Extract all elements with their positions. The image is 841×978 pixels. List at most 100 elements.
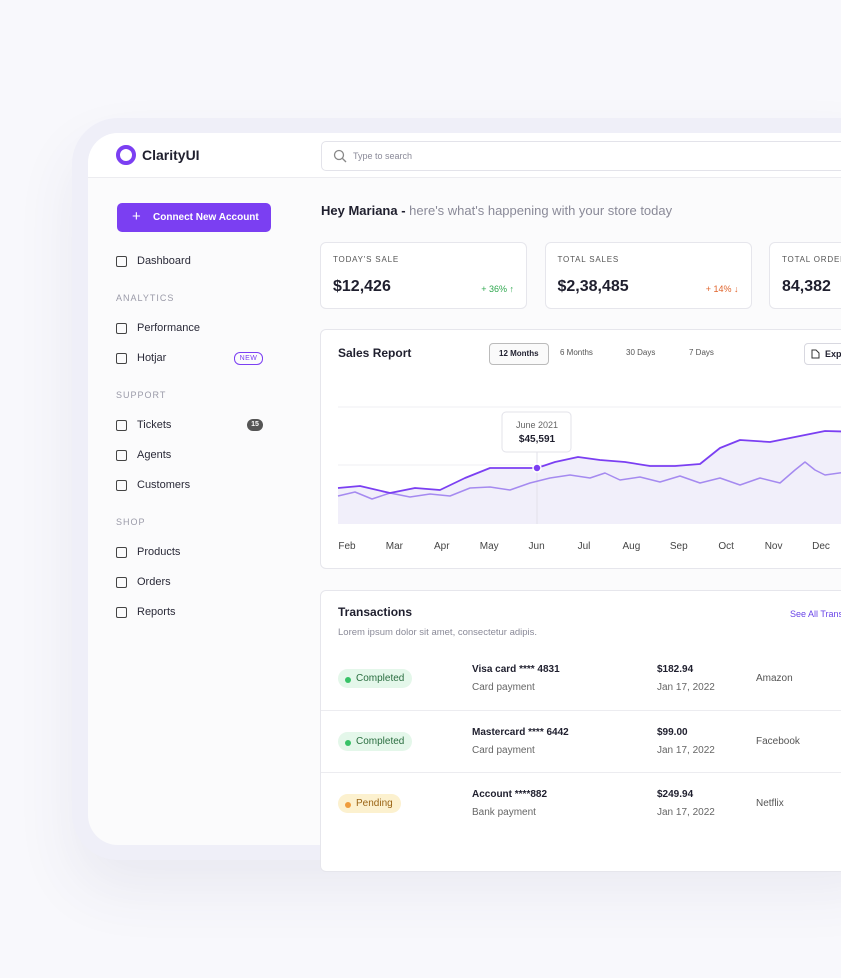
payment-type: Card payment: [472, 745, 535, 756]
stat-value: $12,426: [333, 278, 391, 295]
greeting-text: here's what's happening with your store …: [409, 203, 673, 218]
hover-point: [532, 463, 542, 473]
date: Jan 17, 2022: [657, 807, 715, 818]
nav-icon: [116, 256, 127, 267]
transactions-subtitle: Lorem ipsum dolor sit amet, consectetur …: [338, 627, 538, 638]
search-box[interactable]: Type to search: [321, 141, 841, 171]
nav-item[interactable]: Agents: [137, 449, 172, 461]
nav-icon: [116, 450, 127, 461]
status-dot: [345, 802, 351, 808]
see-all-link[interactable]: See All Transactions: [790, 609, 841, 619]
nav-item[interactable]: Customers: [137, 479, 191, 491]
x-axis-label: Apr: [434, 541, 450, 552]
payment-type: Card payment: [472, 682, 535, 693]
status-label: Pending: [356, 798, 393, 809]
nav-icon: [116, 420, 127, 431]
status-pill: Completed: [338, 669, 413, 688]
nav-icon: [116, 577, 127, 588]
stat-card: TOTAL ORDERS 84,382: [769, 242, 841, 309]
stat-value: $2,38,485: [557, 278, 629, 295]
stat-change: + 36% ↑: [481, 284, 514, 294]
nav-icon: [116, 480, 127, 491]
nav-section-title: SUPPORT: [116, 390, 167, 400]
period-tab[interactable]: 7 Days: [689, 348, 714, 357]
nav-icon: [116, 547, 127, 558]
x-axis-label: May: [480, 541, 499, 552]
export-button[interactable]: Export: [804, 343, 841, 365]
transactions-card: Transactions Lorem ipsum dolor sit amet,…: [320, 590, 841, 872]
export-icon: [811, 349, 820, 359]
stat-card: TODAY'S SALE $12,426 + 36% ↑: [320, 242, 527, 309]
sales-chart: June 2021 $45,591 Feb Mar Apr May Jun Jul Aug S…: [337, 406, 841, 552]
line-secondary: [337, 461, 841, 500]
button-label: Connect New Account: [153, 212, 259, 223]
nav-item[interactable]: Orders: [137, 576, 171, 588]
stat-change: + 14% ↓: [705, 284, 739, 294]
nav-icon: [116, 607, 127, 618]
x-axis-label: Jun: [529, 541, 545, 552]
x-axis-label: Feb: [338, 541, 356, 552]
amount: $249.94: [657, 789, 694, 800]
period-tab[interactable]: 30 Days: [626, 348, 656, 357]
stat-label: TODAY'S SALE: [333, 255, 399, 264]
nav-item[interactable]: Tickets: [137, 419, 172, 431]
greeting: Hey Mariana - here's what's happening wi…: [321, 203, 672, 218]
nav-item[interactable]: Products: [137, 546, 181, 558]
payment-method: Visa card **** 4831: [472, 664, 560, 675]
search-placeholder: Type to search: [353, 151, 413, 161]
sales-report-card: June 2021 $45,591 Feb Mar Apr May Jun Jul Aug S…: [320, 329, 841, 569]
line-primary: [337, 430, 841, 494]
payment-method: Mastercard **** 6442: [472, 727, 569, 738]
amount: $182.94: [657, 664, 694, 675]
date: Jan 17, 2022: [657, 682, 715, 693]
nav-badge: 15: [247, 419, 263, 431]
nav-icon: [116, 353, 127, 364]
amount: $99.00: [657, 727, 688, 738]
report-title: Sales Report: [338, 346, 412, 360]
status-pill: Completed: [338, 732, 413, 751]
x-axis-label: Sep: [670, 541, 688, 552]
search-icon: [333, 149, 347, 163]
nav-item[interactable]: Dashboard: [137, 255, 191, 267]
x-axis-label: Oct: [718, 541, 734, 552]
merchant: Netflix: [756, 798, 784, 809]
plus-icon: +: [132, 208, 141, 225]
x-axis-label: Nov: [765, 541, 783, 552]
period-tab[interactable]: 12 Months: [489, 343, 549, 365]
stat-card: TOTAL SALES $2,38,485 + 14% ↓: [544, 242, 752, 309]
stat-label: TOTAL ORDERS: [782, 255, 841, 264]
greeting-name: Hey Mariana -: [321, 203, 406, 218]
x-axis-label: Mar: [386, 541, 404, 552]
status-pill: Pending: [338, 794, 401, 813]
status-dot: [345, 740, 351, 746]
nav-section-title: SHOP: [116, 517, 146, 527]
tooltip-date: June 2021: [516, 420, 558, 430]
transaction-row: Pending Account ****882 Bank payment $249.9…: [321, 772, 841, 835]
x-axis-label: Dec: [812, 541, 830, 552]
nav-item[interactable]: Performance: [137, 322, 200, 334]
x-axis-label: Aug: [623, 541, 641, 552]
nav-item[interactable]: Reports: [137, 606, 176, 618]
period-tab[interactable]: 6 Months: [560, 348, 593, 357]
connect-button[interactable]: + Connect New Account: [117, 203, 271, 232]
export-label: Export: [825, 349, 841, 359]
payment-type: Bank payment: [472, 807, 536, 818]
logo-icon: [116, 145, 136, 165]
nav-icon: [116, 323, 127, 334]
status-dot: [345, 677, 351, 683]
tooltip-value: $45,591: [519, 434, 556, 445]
merchant: Amazon: [756, 673, 793, 684]
stat-label: TOTAL SALES: [557, 255, 620, 264]
x-axis-label: Jul: [578, 541, 591, 552]
merchant: Facebook: [756, 736, 800, 747]
payment-method: Account ****882: [472, 789, 548, 800]
nav-section-title: ANALYTICS: [116, 293, 175, 303]
nav-item[interactable]: Hotjar: [137, 352, 167, 364]
stat-value: 84,382: [782, 278, 831, 295]
tooltip-box: [501, 411, 572, 453]
status-label: Completed: [356, 673, 405, 684]
nav-badge: NEW: [234, 352, 263, 365]
transaction-row: Completed Visa card **** 4831 Card payment…: [321, 648, 841, 710]
transactions-title: Transactions: [338, 605, 413, 619]
